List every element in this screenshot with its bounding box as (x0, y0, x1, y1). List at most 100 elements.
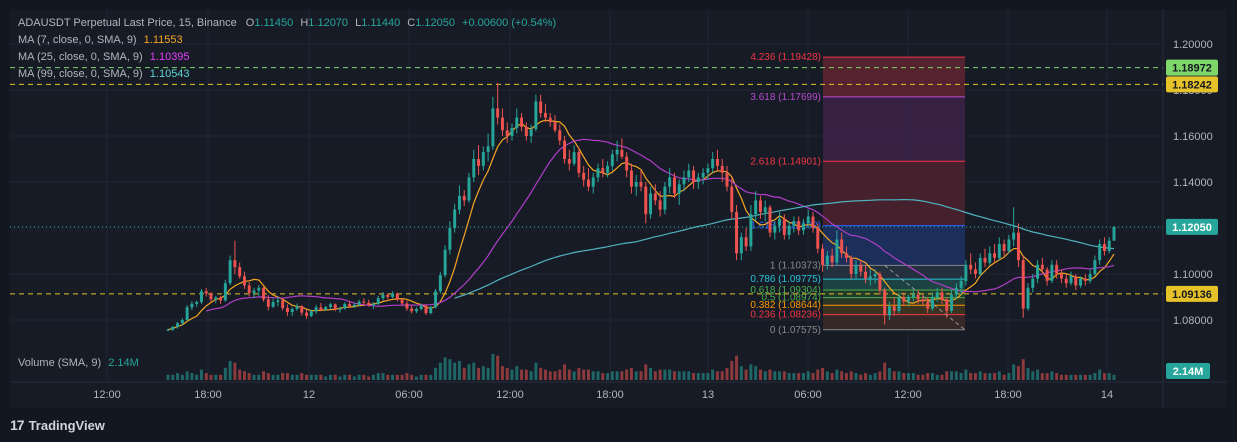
candle-body (386, 294, 390, 297)
ma25-legend[interactable]: MA (25, close, 0, SMA, 9) 1.10395 (18, 50, 190, 64)
volume-bar (1102, 373, 1106, 380)
volume-bar (749, 364, 753, 380)
candle-body (997, 244, 1001, 258)
candle-body (300, 306, 304, 313)
candle-body (606, 165, 610, 173)
chart-frame[interactable]: 4.236 (1.19428) 3.618 (1.17699) 2.618 (1.1… (10, 10, 1227, 408)
price-badge (1166, 285, 1218, 302)
ma99-legend[interactable]: MA (99, close, 0, SMA, 9) 1.10543 (18, 67, 190, 81)
volume-bar (1055, 373, 1059, 380)
candle-body (601, 168, 605, 173)
volume-bar (916, 374, 920, 380)
volume-bar (166, 374, 170, 380)
candle-body (806, 216, 810, 224)
candle-body (524, 126, 528, 136)
volume-bar (864, 373, 868, 380)
price-chart[interactable]: 4.236 (1.19428) 3.618 (1.17699) 2.618 (1.1… (10, 10, 1227, 408)
candle-body (333, 304, 337, 310)
volume-bar (801, 373, 805, 380)
candle-body (295, 306, 299, 309)
candle-body (1107, 240, 1111, 251)
x-tick-label: 12 (303, 389, 315, 401)
volume-bar (701, 373, 705, 380)
x-tick-label: 18:00 (994, 389, 1022, 401)
close-value: 1.12050 (415, 17, 455, 29)
volume-bar (1069, 374, 1073, 380)
volume-bar (930, 373, 934, 380)
candle-body (720, 165, 724, 173)
candle-body (228, 260, 232, 284)
volume-bar (926, 373, 930, 380)
volume-bar (840, 371, 844, 380)
volume-bar (424, 374, 428, 380)
candle-body (429, 307, 433, 314)
candle-body (539, 101, 543, 113)
candle-body (954, 287, 958, 295)
volume-bar (567, 369, 571, 380)
candle-body (553, 122, 557, 131)
price-badge (1166, 59, 1218, 76)
fib-level-label: 1 (1.10373) (770, 260, 821, 271)
volume-bar (271, 374, 275, 380)
tradingview-footer[interactable]: 17 TradingView (10, 412, 105, 438)
candle-body (663, 186, 667, 210)
candle-body (878, 274, 882, 291)
volume-bar (309, 374, 313, 380)
candle-body (486, 146, 490, 153)
fib-zone (823, 279, 965, 291)
volume-bar (176, 373, 180, 380)
volume-bar (219, 374, 223, 380)
candle-body (849, 257, 853, 274)
volume-bar (610, 371, 614, 380)
volume-bar (252, 374, 256, 380)
candle-body (348, 303, 352, 307)
volume-bar (983, 373, 987, 380)
volume-bar (821, 367, 825, 380)
candle-body (586, 179, 590, 187)
volume-bar (1098, 369, 1102, 380)
candle-body (477, 159, 481, 166)
candle-body (672, 177, 676, 194)
candle-body (510, 127, 514, 136)
fib-zone (823, 161, 965, 226)
candle-body (534, 101, 538, 130)
volume-bar (305, 374, 309, 380)
volume-bar (486, 367, 490, 380)
candle-body (706, 168, 710, 173)
candle-body (1093, 260, 1097, 274)
candle-body (242, 276, 246, 286)
candle-body (1064, 278, 1068, 284)
high-label: H (300, 17, 309, 29)
candle-body (797, 221, 801, 231)
volume-badge (1166, 363, 1210, 379)
candle-body (969, 264, 973, 270)
volume-bar (773, 371, 777, 380)
ma7-legend[interactable]: MA (7, close, 0, SMA, 9) 1.11553 (18, 33, 183, 47)
volume-bar (457, 360, 461, 380)
volume-bar (1079, 374, 1083, 380)
volume-bar (629, 367, 633, 380)
volume-bar (730, 360, 734, 380)
open-value: 1.11450 (254, 17, 294, 29)
volume-bar (735, 355, 739, 380)
volume-bar (233, 362, 237, 380)
candle-body (758, 200, 762, 212)
candle-body (357, 301, 361, 305)
candle-body (988, 253, 992, 263)
candle-body (305, 312, 309, 316)
volume-bar (844, 373, 848, 380)
candle-body (844, 253, 848, 258)
candle-body (400, 299, 404, 304)
volume-bar (453, 362, 457, 380)
moving-averages (167, 119, 1115, 331)
volume-bar (553, 371, 557, 380)
volume-bar (324, 376, 328, 380)
volume-bar (782, 371, 786, 380)
ma-7-line (167, 119, 1115, 331)
candle-body (247, 285, 251, 293)
fib-level-label: 0.382 (1.08644) (750, 300, 821, 311)
volume-legend[interactable]: Volume (SMA, 9) 2.14M (18, 356, 139, 370)
volume-bar (997, 371, 1001, 380)
candle-body (940, 292, 944, 300)
candle-body (500, 117, 504, 131)
